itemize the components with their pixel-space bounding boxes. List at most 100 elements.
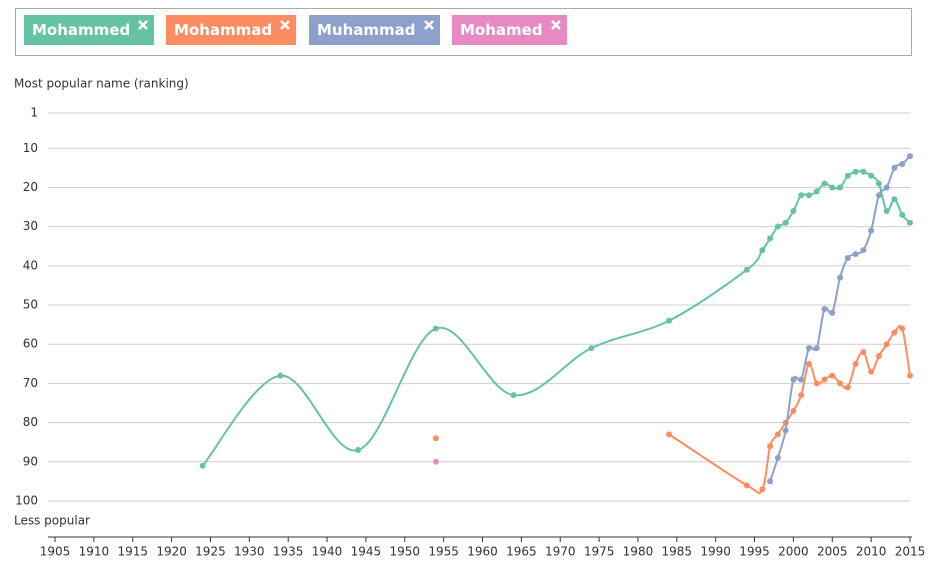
data-point (813, 188, 820, 195)
y-tick-label: 30 (23, 219, 38, 233)
x-tick-label: 1960 (467, 545, 498, 559)
data-point (355, 447, 362, 454)
legend-tag[interactable]: Mohammed (24, 15, 155, 45)
data-point (782, 427, 789, 434)
legend-label: Mohamed (460, 21, 543, 39)
data-point (759, 247, 766, 254)
data-point (883, 207, 890, 214)
y-tick-label: 50 (23, 298, 38, 312)
x-tick-label: 2000 (778, 545, 809, 559)
data-point (666, 431, 673, 438)
data-point (852, 251, 859, 258)
remove-icon[interactable] (550, 20, 561, 30)
x-tick-label: 1905 (40, 545, 71, 559)
remove-icon[interactable] (280, 20, 291, 30)
data-point (907, 153, 913, 160)
data-point (907, 219, 913, 226)
x-tick-label: 1995 (739, 545, 770, 559)
data-point (899, 325, 906, 332)
x-tick-label: 1990 (700, 545, 731, 559)
data-point (767, 443, 774, 450)
x-tick-label: 1985 (662, 545, 693, 559)
y-tick-label: 100 (15, 494, 38, 508)
y-tick-label: 80 (23, 415, 38, 429)
x-tick-label: 1950 (389, 545, 420, 559)
data-point (844, 172, 851, 179)
data-point (891, 196, 898, 203)
data-point (821, 376, 828, 383)
data-point (860, 349, 867, 356)
data-point (432, 458, 439, 465)
data-point (199, 462, 206, 469)
data-point (868, 368, 875, 375)
data-point (790, 207, 797, 214)
x-tick-label: 2015 (895, 545, 926, 559)
data-point (875, 192, 882, 199)
x-tick-label: 1940 (312, 545, 343, 559)
data-point (666, 317, 673, 324)
legend-tag[interactable]: Mohammad (166, 15, 297, 45)
data-point (860, 168, 867, 175)
data-point (883, 341, 890, 348)
data-point (743, 266, 750, 273)
data-point (790, 376, 797, 383)
legend-tag[interactable]: Muhammad (309, 15, 440, 45)
series-line (769, 155, 911, 482)
data-point (774, 431, 781, 438)
x-tick-label: 1935 (273, 545, 304, 559)
data-point (837, 380, 844, 387)
data-point (899, 160, 906, 167)
x-tick-label: 1980 (623, 545, 654, 559)
x-tick-label: 1915 (117, 545, 148, 559)
series-line (668, 324, 911, 495)
y-tick-label: 40 (23, 258, 38, 272)
data-point (805, 345, 812, 352)
data-point (891, 329, 898, 336)
legend-tag[interactable]: Mohamed (452, 15, 567, 45)
x-tick-label: 1920 (156, 545, 187, 559)
remove-icon[interactable] (138, 20, 149, 30)
x-tick-label: 1925 (195, 545, 226, 559)
data-point (852, 360, 859, 367)
y-tick-label: 90 (23, 454, 38, 468)
data-point (774, 223, 781, 230)
data-point (798, 376, 805, 383)
data-point (767, 478, 774, 485)
data-point (875, 352, 882, 359)
x-tick-label: 1955 (428, 545, 459, 559)
data-point (432, 435, 439, 442)
x-tick-label: 1910 (79, 545, 110, 559)
data-point (743, 482, 750, 489)
data-point (805, 360, 812, 367)
legend-label: Muhammad (317, 21, 416, 39)
legend-label: Mohammed (32, 21, 131, 39)
data-point (891, 164, 898, 171)
data-point (510, 392, 517, 399)
data-point (813, 345, 820, 352)
data-point (432, 325, 439, 332)
data-point (277, 372, 284, 379)
x-tick-label: 1975 (584, 545, 615, 559)
data-point (883, 184, 890, 191)
data-point (837, 274, 844, 281)
x-tick-label: 2005 (817, 545, 848, 559)
remove-icon[interactable] (423, 20, 434, 30)
x-tick-label: 1965 (506, 545, 537, 559)
data-point (829, 309, 836, 316)
data-point (767, 235, 774, 242)
data-point (821, 180, 828, 187)
data-point (774, 454, 781, 461)
data-point (868, 172, 875, 179)
data-point (875, 180, 882, 187)
data-point (798, 192, 805, 199)
x-tick-label: 1945 (351, 545, 382, 559)
legend: Mohammed Mohammad Muhammad Mohamed (15, 8, 912, 56)
data-point (759, 486, 766, 493)
data-point (868, 227, 875, 234)
data-point (852, 168, 859, 175)
data-point (837, 184, 844, 191)
x-tick-label: 1970 (545, 545, 576, 559)
data-point (899, 211, 906, 218)
